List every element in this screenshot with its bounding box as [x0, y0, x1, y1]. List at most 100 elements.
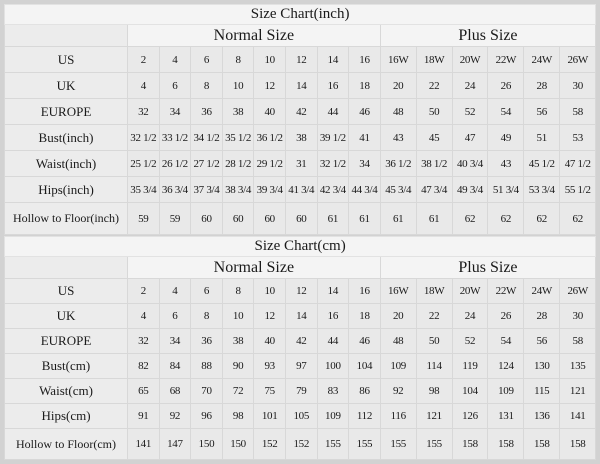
size-cell: 92	[158, 403, 192, 429]
size-cell: 51	[523, 124, 561, 151]
size-cell: 62	[451, 202, 489, 235]
size-cell: 105	[284, 403, 318, 429]
size-cell: 96	[190, 403, 223, 429]
row-label: EUROPE	[4, 328, 128, 354]
row-label: Bust(inch)	[4, 124, 128, 151]
size-cell: 42 3/4	[316, 176, 350, 203]
size-cell: 53	[559, 124, 597, 151]
size-cell: 36 3/4	[158, 176, 192, 203]
size-cell: 60	[190, 202, 223, 235]
size-cell: 26	[487, 72, 525, 99]
table-row: EUROPE 32 34 36 38 40 42 44 46 48 50 52 54 56 58	[4, 328, 597, 354]
size-cell: 26W	[559, 278, 597, 304]
table-row: EUROPE 32 34 36 38 40 42 44 46 48 50 52 54 56 58	[4, 98, 597, 125]
size-cell: 61	[379, 202, 417, 235]
size-cell: 104	[451, 378, 489, 404]
size-cell: 52	[451, 328, 489, 354]
size-cell: 58	[559, 328, 597, 354]
size-cell: 14	[316, 278, 350, 304]
size-cell: 4	[158, 46, 192, 73]
size-cell: 116	[379, 403, 417, 429]
row-label: Waist(cm)	[4, 378, 128, 404]
size-cell: 152	[284, 428, 318, 460]
chart-title: Size Chart(inch)	[3, 4, 597, 25]
size-cell: 101	[253, 403, 286, 429]
size-cell: 4	[127, 303, 160, 329]
normal-size-header: Normal Size	[127, 256, 381, 279]
size-cell: 150	[221, 428, 255, 460]
size-cell: 34	[348, 150, 381, 177]
size-cell: 60	[221, 202, 255, 235]
size-cell: 30	[559, 303, 597, 329]
size-cell: 20	[379, 303, 417, 329]
table-row: Hips(inch) 35 3/4 36 3/4 37 3/4 38 3/4 39 3/4…	[4, 176, 597, 203]
size-cell: 43	[379, 124, 417, 151]
plus-size-header: Plus Size	[379, 24, 597, 47]
table-row: Waist(inch) 25 1/2 26 1/2 27 1/2 28 1/2 29 1/…	[4, 150, 597, 177]
size-cell: 152	[253, 428, 286, 460]
row-label: US	[4, 278, 128, 304]
size-cell: 2	[127, 46, 160, 73]
size-cell: 14	[284, 303, 318, 329]
size-cell: 6	[158, 72, 192, 99]
size-cell: 4	[127, 72, 160, 99]
size-cell: 47 3/4	[415, 176, 453, 203]
size-cell: 27 1/2	[190, 150, 223, 177]
size-cell: 155	[379, 428, 417, 460]
row-label: US	[4, 46, 128, 73]
size-cell: 130	[523, 353, 561, 379]
title-row: Size Chart(inch)	[3, 4, 597, 25]
size-cell: 114	[415, 353, 453, 379]
size-cell: 44	[316, 98, 350, 125]
size-cell: 61	[316, 202, 350, 235]
size-cell: 40 3/4	[451, 150, 489, 177]
size-cell: 158	[451, 428, 489, 460]
size-cell: 158	[487, 428, 525, 460]
size-cell: 10	[221, 72, 255, 99]
size-cell: 41	[348, 124, 381, 151]
size-cell: 10	[253, 46, 286, 73]
size-cell: 98	[415, 378, 453, 404]
size-cell: 40	[253, 98, 286, 125]
size-cell: 47	[451, 124, 489, 151]
size-cell: 32 1/2	[127, 124, 160, 151]
size-cell: 68	[158, 378, 192, 404]
normal-size-header: Normal Size	[127, 24, 381, 47]
size-cell: 37 3/4	[190, 176, 223, 203]
size-cell: 8	[190, 303, 223, 329]
title-row: Size Chart(cm)	[3, 236, 597, 257]
size-cell: 28	[523, 72, 561, 99]
row-label: UK	[4, 72, 128, 99]
size-cell: 50	[415, 328, 453, 354]
size-cell: 16W	[379, 278, 417, 304]
size-cell: 18	[348, 72, 381, 99]
size-cell: 158	[523, 428, 561, 460]
size-cell: 75	[253, 378, 286, 404]
size-cell: 33 1/2	[158, 124, 192, 151]
size-cell: 28	[523, 303, 561, 329]
size-cell: 104	[348, 353, 381, 379]
size-cell: 65	[127, 378, 160, 404]
size-cell: 155	[316, 428, 350, 460]
size-cell: 97	[284, 353, 318, 379]
size-cell: 12	[284, 46, 318, 73]
size-cell: 115	[523, 378, 561, 404]
size-cell: 124	[487, 353, 525, 379]
table-row: US 2 4 6 8 10 12 14 16 16W 18W 20W 22W 24W 26W	[4, 278, 597, 304]
size-cell: 38 1/2	[415, 150, 453, 177]
size-cell: 36 1/2	[379, 150, 417, 177]
table-row: Bust(inch) 32 1/2 33 1/2 34 1/2 35 1/2 36 1/2…	[4, 124, 597, 151]
size-cell: 136	[523, 403, 561, 429]
size-cell: 8	[221, 46, 255, 73]
size-cell: 56	[523, 98, 561, 125]
size-cell: 16	[316, 303, 350, 329]
size-cell: 24	[451, 72, 489, 99]
size-cell: 6	[190, 46, 223, 73]
table-row: Hollow to Floor(cm) 141 147 150 150 152 152 155…	[4, 428, 597, 460]
size-cell: 16	[348, 278, 381, 304]
size-cell: 30	[559, 72, 597, 99]
size-cell: 16	[316, 72, 350, 99]
size-table: Size Chart(cm) Normal Size Plus Size US 2 4 6 8…	[3, 236, 597, 460]
size-cell: 16	[348, 46, 381, 73]
size-cell: 155	[348, 428, 381, 460]
